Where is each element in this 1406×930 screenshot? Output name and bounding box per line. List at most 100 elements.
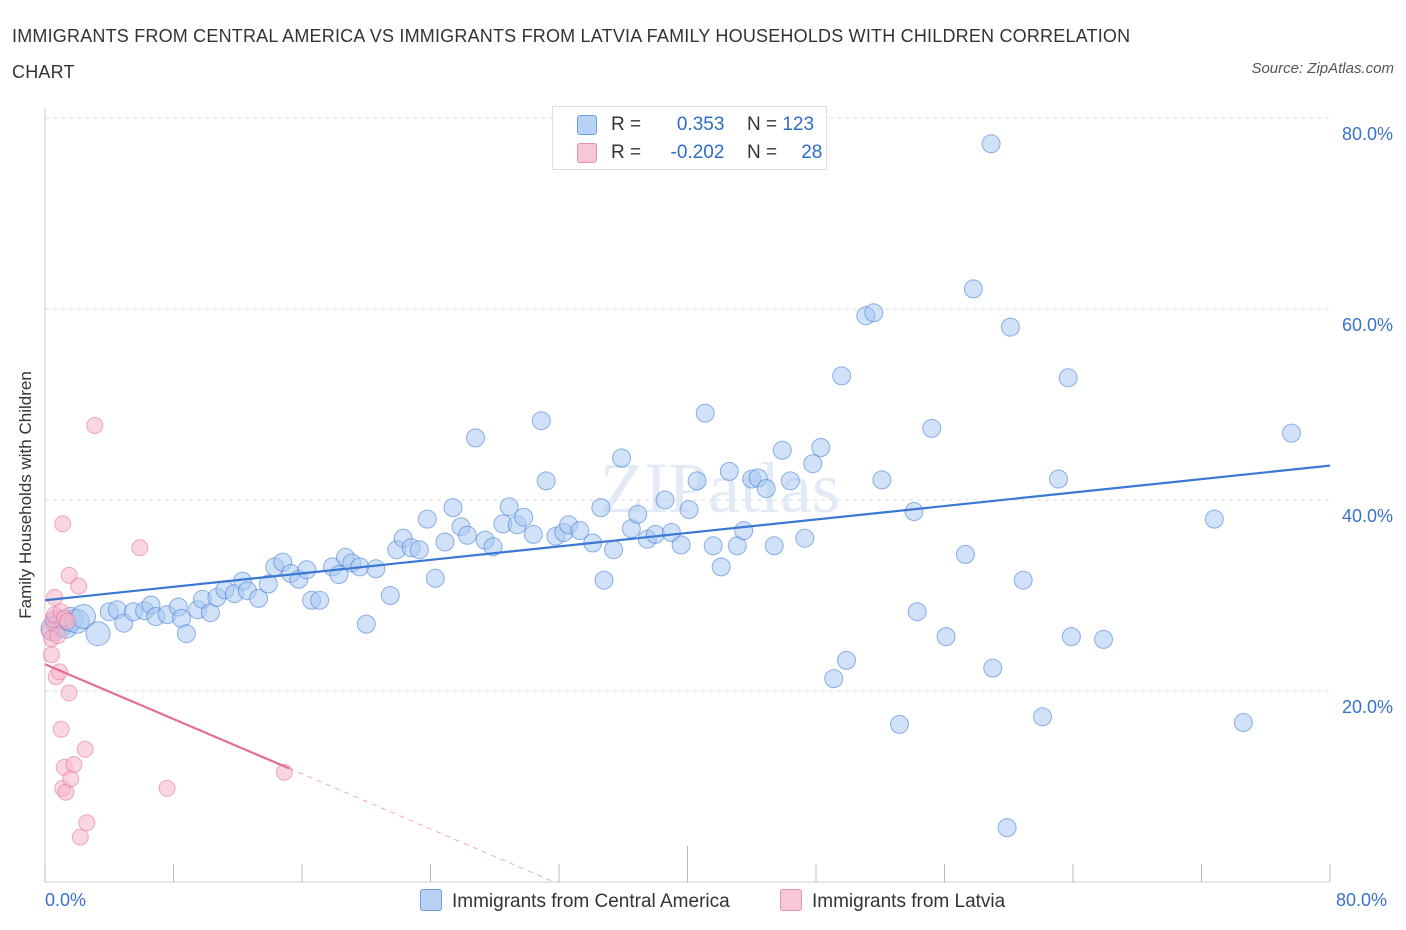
bottom-legend-label: Immigrants from Central America xyxy=(452,891,730,912)
point-central-america-114 xyxy=(1013,570,1033,590)
point-central-america-18 xyxy=(176,624,196,644)
point-latvia-20 xyxy=(65,756,83,773)
trend-line-latvia xyxy=(44,663,290,770)
point-central-america-60 xyxy=(514,507,534,527)
point-central-america-93 xyxy=(780,471,800,491)
point-central-america-115 xyxy=(1033,707,1052,727)
point-central-america-110 xyxy=(981,134,1001,154)
bottom-legend-label: Immigrants from Latvia xyxy=(812,891,1006,912)
point-central-america-76 xyxy=(645,524,665,544)
trend-lines xyxy=(44,464,1331,883)
point-latvia-7 xyxy=(49,627,67,645)
point-central-america-35 xyxy=(310,590,330,610)
point-central-america-50 xyxy=(435,532,455,552)
point-latvia-5 xyxy=(46,588,64,606)
point-central-america-83 xyxy=(703,536,723,556)
point-central-america-56 xyxy=(483,537,503,557)
point-central-america-48 xyxy=(417,509,437,529)
point-central-america-111 xyxy=(983,658,1003,678)
point-central-america-82 xyxy=(695,403,715,423)
point-central-america-51 xyxy=(443,498,463,518)
point-central-america-119 xyxy=(1094,629,1113,649)
point-latvia-9 xyxy=(52,720,70,738)
x-tick-label-max: 80.0% xyxy=(1336,890,1388,910)
bottom-legend-swatch-blue xyxy=(420,889,442,911)
y-tick-label-60: 60.0% xyxy=(1341,315,1393,335)
point-latvia-26 xyxy=(131,539,149,557)
axes xyxy=(44,108,1331,883)
point-central-america-63 xyxy=(536,471,556,491)
legend-n-label: N = xyxy=(746,142,778,163)
point-central-america-122 xyxy=(1282,423,1301,443)
point-latvia-27 xyxy=(158,779,176,797)
trend-line-central-america xyxy=(44,464,1331,602)
point-central-america-47 xyxy=(409,540,429,560)
point-latvia-16 xyxy=(59,612,76,630)
grid-lines xyxy=(45,117,1330,692)
point-central-america-41 xyxy=(356,614,376,634)
point-central-america-33 xyxy=(297,560,317,580)
stats-legend: R = 0.353 N = 123 R = -0.202 N = 28 xyxy=(552,106,827,170)
point-central-america-101 xyxy=(864,303,884,323)
point-latvia-23 xyxy=(76,740,94,758)
legend-r-label: R = xyxy=(611,114,642,135)
point-central-america-42 xyxy=(366,559,386,579)
point-central-america-7 xyxy=(85,621,111,647)
legend-r-label: R = xyxy=(611,142,642,163)
point-central-america-77 xyxy=(655,490,675,510)
point-latvia-22 xyxy=(71,828,89,846)
point-central-america-121 xyxy=(1233,713,1253,732)
point-central-america-103 xyxy=(890,714,909,734)
point-central-america-53 xyxy=(457,525,477,545)
legend-r-value: -0.202 xyxy=(670,142,725,163)
legend-swatch-blue xyxy=(577,115,597,135)
point-latvia-25 xyxy=(86,417,104,434)
y-tick-label-40: 40.0% xyxy=(1341,506,1393,526)
point-central-america-61 xyxy=(523,524,543,544)
legend-n-label: N = xyxy=(746,114,778,135)
chart-title: IMMIGRANTS FROM CENTRAL AMERICA VS IMMIG… xyxy=(12,26,1131,82)
point-central-america-71 xyxy=(604,540,624,560)
point-central-america-95 xyxy=(803,454,823,474)
point-central-america-58 xyxy=(499,497,519,517)
point-latvia-17 xyxy=(60,566,78,584)
point-central-america-90 xyxy=(756,479,776,498)
point-central-america-92 xyxy=(772,440,792,460)
point-central-america-62 xyxy=(531,411,551,431)
point-central-america-54 xyxy=(466,428,485,448)
point-central-america-87 xyxy=(734,521,754,541)
point-central-america-112 xyxy=(997,818,1017,838)
point-latvia-11 xyxy=(54,515,72,533)
point-latvia-24 xyxy=(78,814,96,832)
legend-n-value: 28 xyxy=(801,142,823,163)
point-central-america-107 xyxy=(936,627,956,647)
point-central-america-106 xyxy=(922,418,942,438)
point-latvia-2 xyxy=(42,646,60,664)
point-central-america-74 xyxy=(628,504,648,524)
legend-r-value: 0.353 xyxy=(676,114,725,135)
x-tick-label-min: 0.0% xyxy=(45,890,87,910)
point-central-america-79 xyxy=(671,535,691,555)
y-tick-label-80: 80.0% xyxy=(1341,124,1393,144)
point-central-america-43 xyxy=(380,586,400,605)
point-central-america-28 xyxy=(258,574,278,594)
bottom-legend-central-america: Immigrants from Central America xyxy=(420,889,730,913)
point-central-america-85 xyxy=(719,461,739,481)
point-central-america-81 xyxy=(687,471,707,491)
point-latvia-19 xyxy=(62,770,80,788)
point-central-america-70 xyxy=(594,570,614,590)
y-axis-label: Family Households with Children xyxy=(16,371,35,619)
point-central-america-84 xyxy=(711,557,731,577)
point-central-america-104 xyxy=(904,502,924,521)
point-central-america-113 xyxy=(1000,317,1020,337)
point-central-america-109 xyxy=(963,279,983,299)
point-central-america-96 xyxy=(811,438,831,457)
point-central-america-118 xyxy=(1061,627,1081,647)
point-central-america-67 xyxy=(570,521,590,541)
point-central-america-91 xyxy=(764,536,784,556)
legend-n-value: 123 xyxy=(782,114,815,135)
point-central-america-117 xyxy=(1058,368,1078,388)
point-central-america-97 xyxy=(824,669,844,689)
point-central-america-49 xyxy=(425,568,445,588)
point-central-america-102 xyxy=(872,470,892,490)
